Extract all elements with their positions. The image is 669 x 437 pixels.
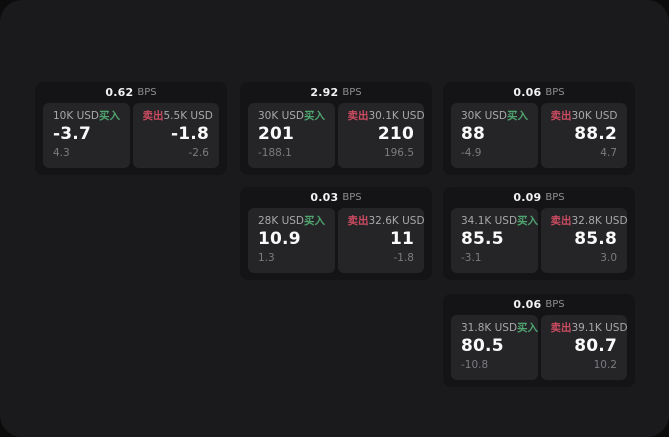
sell-delta: -1.8 (393, 252, 415, 264)
buy-panel[interactable]: 34.1K USD 买入 85.5 -3.1 (451, 208, 538, 273)
buy-delta: 4.3 (53, 147, 70, 159)
quote-card[interactable]: 0.06 BPS 31.8K USD 买入 80.5 -10.8 卖出 39.1… (443, 294, 635, 387)
buy-size: 31.8K USD (461, 322, 518, 334)
bps-value: 0.03 (310, 191, 339, 204)
sell-side-label: 卖出 (550, 110, 572, 122)
card-header: 2.92 BPS (240, 82, 432, 103)
sell-size: 30.1K USD (368, 110, 425, 122)
buy-delta: -4.9 (461, 147, 482, 159)
sell-delta: -2.6 (188, 147, 210, 159)
bps-value: 0.62 (105, 86, 134, 99)
buy-panel[interactable]: 30K USD 买入 88 -4.9 (451, 103, 538, 168)
buy-panel[interactable]: 28K USD 买入 10.9 1.3 (248, 208, 335, 273)
buy-price: 201 (258, 124, 295, 144)
quote-card[interactable]: 0.03 BPS 28K USD 买入 10.9 1.3 卖出 32.6K US… (240, 187, 432, 280)
buy-delta: -10.8 (461, 359, 489, 371)
bps-value: 0.09 (513, 191, 542, 204)
sell-price: 11 (389, 229, 414, 249)
sell-size: 39.1K USD (571, 322, 628, 334)
buy-price: -3.7 (53, 124, 91, 144)
bps-value: 2.92 (310, 86, 339, 99)
sell-side-label: 卖出 (347, 215, 369, 227)
buy-delta: -3.1 (461, 252, 482, 264)
buy-delta: -188.1 (258, 147, 292, 159)
sell-delta: 196.5 (383, 147, 414, 159)
bps-unit-label: BPS (342, 192, 362, 203)
card-header: 0.03 BPS (240, 187, 432, 208)
buy-side-label: 买入 (507, 110, 529, 122)
sell-side-label: 卖出 (142, 110, 164, 122)
sell-price: -1.8 (171, 124, 209, 144)
sell-panel[interactable]: 卖出 5.5K USD -1.8 -2.6 (132, 103, 219, 168)
sell-panel[interactable]: 卖出 32.8K USD 85.8 3.0 (540, 208, 628, 273)
sell-price: 85.8 (574, 229, 617, 249)
sell-price: 88.2 (574, 124, 617, 144)
buy-panel[interactable]: 30K USD 买入 201 -188.1 (248, 103, 335, 168)
bps-unit-label: BPS (342, 87, 362, 98)
sell-panel[interactable]: 卖出 39.1K USD 80.7 10.2 (540, 315, 628, 380)
bps-unit-label: BPS (545, 299, 565, 310)
sell-size: 5.5K USD (163, 110, 213, 122)
bps-unit-label: BPS (545, 87, 565, 98)
quote-card[interactable]: 2.92 BPS 30K USD 买入 201 -188.1 卖出 30.1K … (240, 82, 432, 175)
buy-delta: 1.3 (258, 252, 275, 264)
sell-price: 210 (377, 124, 414, 144)
sell-price: 80.7 (574, 336, 617, 356)
card-header: 0.06 BPS (443, 82, 635, 103)
sell-delta: 10.2 (593, 359, 617, 371)
buy-panel[interactable]: 31.8K USD 买入 80.5 -10.8 (451, 315, 538, 380)
sell-delta: 4.7 (600, 147, 617, 159)
buy-price: 10.9 (258, 229, 301, 249)
buy-size: 30K USD (461, 110, 508, 122)
buy-side-label: 买入 (304, 110, 326, 122)
sell-side-label: 卖出 (550, 322, 572, 334)
sell-side-label: 卖出 (347, 110, 369, 122)
sell-size: 32.8K USD (571, 215, 628, 227)
buy-size: 30K USD (258, 110, 305, 122)
quote-card[interactable]: 0.09 BPS 34.1K USD 买入 85.5 -3.1 卖出 32.8K… (443, 187, 635, 280)
buy-size: 34.1K USD (461, 215, 518, 227)
buy-panel[interactable]: 10K USD 买入 -3.7 4.3 (43, 103, 130, 168)
buy-side-label: 买入 (99, 110, 121, 122)
sell-delta: 3.0 (600, 252, 617, 264)
buy-price: 85.5 (461, 229, 504, 249)
buy-price: 80.5 (461, 336, 504, 356)
sell-panel[interactable]: 卖出 32.6K USD 11 -1.8 (337, 208, 425, 273)
buy-side-label: 买入 (304, 215, 326, 227)
quote-card[interactable]: 0.06 BPS 30K USD 买入 88 -4.9 卖出 30K USD 8… (443, 82, 635, 175)
buy-side-label: 买入 (517, 215, 538, 227)
quote-card[interactable]: 0.62 BPS 10K USD 买入 -3.7 4.3 卖出 5.5K USD… (35, 82, 227, 175)
sell-panel[interactable]: 卖出 30.1K USD 210 196.5 (337, 103, 425, 168)
buy-side-label: 买入 (517, 322, 538, 334)
bps-unit-label: BPS (545, 192, 565, 203)
sell-size: 30K USD (571, 110, 618, 122)
bps-value: 0.06 (513, 86, 542, 99)
bps-value: 0.06 (513, 298, 542, 311)
sell-side-label: 卖出 (550, 215, 572, 227)
card-header: 0.09 BPS (443, 187, 635, 208)
sell-panel[interactable]: 卖出 30K USD 88.2 4.7 (540, 103, 627, 168)
buy-price: 88 (461, 124, 486, 144)
buy-size: 10K USD (53, 110, 100, 122)
card-header: 0.62 BPS (35, 82, 227, 103)
bps-unit-label: BPS (137, 87, 157, 98)
card-header: 0.06 BPS (443, 294, 635, 315)
sell-size: 32.6K USD (368, 215, 425, 227)
buy-size: 28K USD (258, 215, 305, 227)
